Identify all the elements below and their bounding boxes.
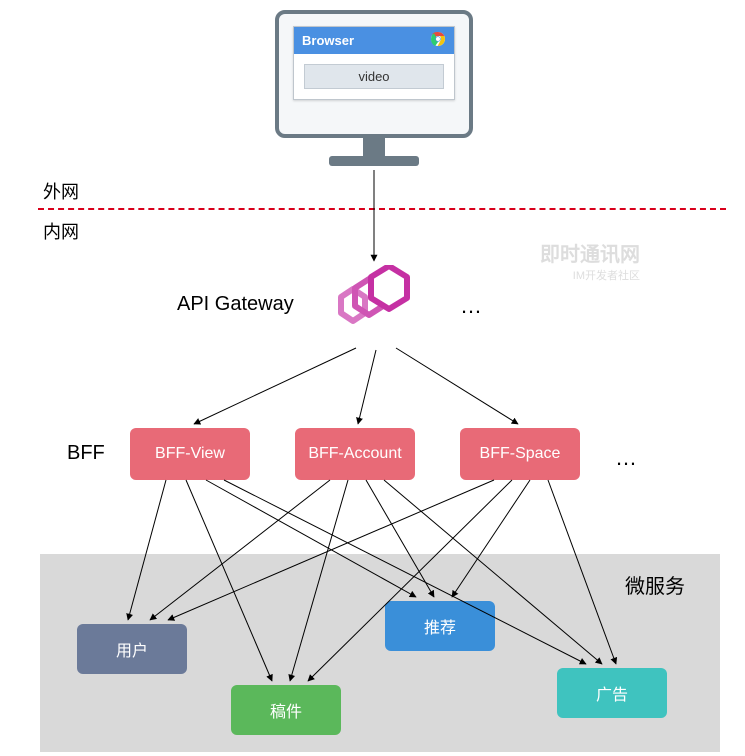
watermark-line2: IM开发者社区 — [540, 267, 640, 283]
watermark-line1: 即时通讯网 — [540, 238, 640, 267]
label-bff: BFF — [67, 442, 105, 465]
video-element: video — [304, 64, 444, 89]
label-api-gateway: API Gateway — [177, 293, 294, 316]
watermark: 即时通讯网 IM开发者社区 — [540, 238, 640, 283]
network-divider — [38, 208, 726, 210]
bff-node-space: BFF-Space — [460, 428, 580, 480]
browser-window: Browser video — [293, 26, 455, 100]
label-microservice: 微服务 — [625, 570, 685, 599]
service-node-user: 用户 — [77, 624, 187, 674]
label-ellipsis-gateway: … — [460, 293, 482, 319]
label-internal-net: 内网 — [43, 218, 79, 244]
service-node-draft: 稿件 — [231, 685, 341, 735]
edge-gateway-space — [396, 348, 518, 424]
bff-node-view: BFF-View — [130, 428, 250, 480]
service-node-reco: 推荐 — [385, 601, 495, 651]
browser-header: Browser — [294, 27, 454, 54]
label-external-net: 外网 — [43, 178, 79, 204]
service-node-ad: 广告 — [557, 668, 667, 718]
browser-title: Browser — [302, 33, 354, 48]
edge-gateway-view — [194, 348, 356, 424]
label-ellipsis-bff: … — [615, 445, 637, 471]
chrome-icon — [430, 31, 446, 50]
api-gateway-icon — [333, 265, 423, 345]
edge-gateway-account — [358, 350, 376, 424]
bff-node-account: BFF-Account — [295, 428, 415, 480]
monitor: Browser video — [275, 10, 473, 166]
